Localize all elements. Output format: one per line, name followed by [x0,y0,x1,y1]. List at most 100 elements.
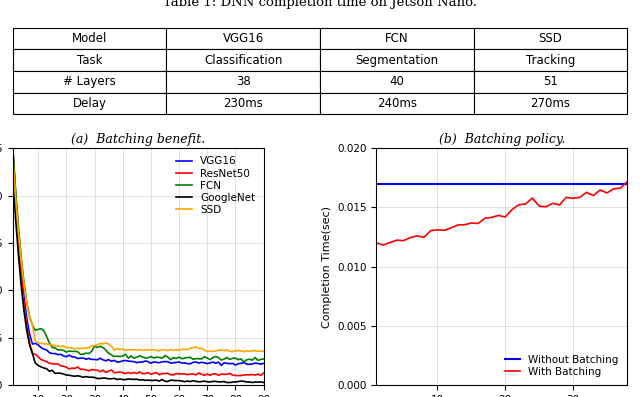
GoogleNet [260,380,268,385]
With Batching [529,196,536,200]
VGG16 [226,361,234,366]
With Batching [589,193,597,198]
Without Batching [542,181,550,186]
FCN [240,360,248,364]
Without Batching [549,181,557,186]
With Batching [380,243,387,247]
GoogleNet [9,174,17,179]
With Batching [461,222,468,227]
SSD [43,341,51,346]
With Batching [474,221,482,226]
With Batching [433,227,441,232]
Line: VGG16: VGG16 [13,148,264,365]
GoogleNet [226,380,234,385]
Without Batching [623,181,631,186]
With Batching [400,238,408,243]
ResNet50 [184,372,191,377]
With Batching [556,202,563,207]
With Batching [372,241,380,245]
FCN [43,334,51,339]
VGG16 [85,356,93,361]
Legend: Without Batching, With Batching: Without Batching, With Batching [501,352,622,380]
SSD [252,348,259,353]
With Batching [569,196,577,201]
GoogleNet [223,380,231,385]
ResNet50 [260,371,268,376]
With Batching [495,213,502,218]
Without Batching [372,181,380,186]
VGG16 [43,347,51,352]
Title: (b)  Batching policy.: (b) Batching policy. [438,133,565,146]
FCN [9,146,17,150]
Without Batching [616,181,624,186]
ResNet50 [43,359,51,364]
GoogleNet [252,380,259,384]
VGG16 [218,363,225,368]
Title: (a)  Batching benefit.: (a) Batching benefit. [71,133,205,146]
Without Batching [610,181,618,186]
Without Batching [508,181,516,186]
FCN [218,358,225,362]
With Batching [386,240,394,245]
Line: SSD: SSD [13,158,264,352]
SSD [223,347,231,352]
Without Batching [495,181,502,186]
With Batching [542,204,550,209]
With Batching [596,188,604,193]
Without Batching [393,181,401,186]
With Batching [549,201,557,206]
With Batching [616,186,624,191]
Without Batching [427,181,435,186]
With Batching [582,190,590,195]
Without Batching [515,181,523,186]
Without Batching [596,181,604,186]
Without Batching [576,181,584,186]
Line: ResNet50: ResNet50 [13,148,264,376]
With Batching [420,235,428,240]
SSD [85,345,93,350]
Without Batching [481,181,489,186]
SSD [240,349,248,354]
SSD [260,349,268,354]
ResNet50 [85,368,93,373]
With Batching [508,207,516,212]
VGG16 [9,146,17,150]
VGG16 [260,361,268,366]
With Batching [488,215,495,220]
Without Batching [522,181,529,186]
With Batching [454,223,461,227]
With Batching [406,235,414,240]
With Batching [447,225,455,230]
Without Batching [400,181,408,186]
ResNet50 [252,373,259,378]
With Batching [501,215,509,220]
GoogleNet [85,375,93,380]
With Batching [427,228,435,233]
Without Batching [529,181,536,186]
Without Batching [386,181,394,186]
SSD [184,347,191,352]
GoogleNet [43,366,51,371]
VGG16 [220,360,228,365]
FCN [85,351,93,356]
With Batching [623,179,631,184]
With Batching [467,221,475,225]
VGG16 [184,361,191,366]
With Batching [576,195,584,200]
Line: FCN: FCN [13,148,264,362]
Without Batching [461,181,468,186]
Without Batching [535,181,543,186]
Without Batching [440,181,448,186]
FCN [260,357,268,361]
FCN [184,355,191,360]
ResNet50 [223,372,231,377]
Without Batching [454,181,461,186]
FCN [223,355,231,360]
With Batching [440,228,448,233]
Without Batching [563,181,570,186]
SSD [218,347,225,352]
With Batching [481,216,489,221]
With Batching [563,195,570,200]
With Batching [393,238,401,243]
ResNet50 [9,146,17,150]
